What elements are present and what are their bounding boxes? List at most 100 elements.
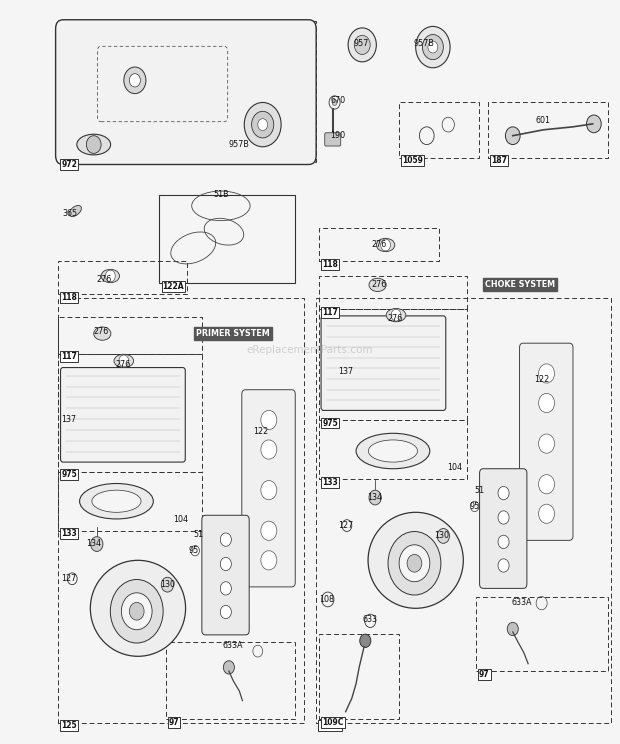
Text: eReplacementParts.com: eReplacementParts.com [247,345,373,355]
Bar [58,317,203,353]
Ellipse shape [114,354,134,368]
Text: 365: 365 [63,209,78,218]
Bar [58,261,187,295]
Text: 130: 130 [160,580,175,589]
Circle shape [539,394,554,413]
Circle shape [124,67,146,94]
Circle shape [505,126,520,144]
Text: 122A: 122A [162,282,184,291]
Text: 130: 130 [435,531,449,540]
Bar [319,310,467,420]
Bar [319,228,439,261]
Text: 276: 276 [94,327,108,336]
Circle shape [122,593,152,629]
Text: 51: 51 [474,486,484,495]
Circle shape [498,487,509,500]
Text: 957: 957 [353,39,369,48]
Text: 187: 187 [491,156,507,165]
FancyBboxPatch shape [61,368,185,462]
Bar [159,195,294,283]
Text: 276: 276 [97,275,112,284]
Text: 125D: 125D [319,721,341,731]
Circle shape [220,582,231,595]
Bar [58,472,203,530]
Text: 117: 117 [322,308,338,317]
Circle shape [587,115,601,132]
Circle shape [161,577,174,592]
Circle shape [91,536,103,551]
Ellipse shape [94,327,111,340]
Circle shape [130,74,140,87]
Text: PRIMER SYSTEM: PRIMER SYSTEM [197,329,270,338]
Circle shape [261,440,277,459]
Circle shape [86,135,101,153]
Text: 134: 134 [367,493,382,502]
Bar [488,103,608,158]
Bar [58,353,203,472]
Ellipse shape [386,309,406,322]
Text: 97: 97 [169,718,179,727]
Ellipse shape [77,134,110,155]
Circle shape [539,364,554,383]
Bar [319,634,399,719]
Text: 276: 276 [115,360,130,369]
Circle shape [332,100,337,106]
Circle shape [498,511,509,524]
Circle shape [437,528,450,543]
Ellipse shape [101,269,120,283]
Ellipse shape [368,440,417,462]
Circle shape [244,103,281,147]
Text: 601: 601 [536,116,551,126]
FancyBboxPatch shape [480,469,527,589]
Circle shape [391,310,401,321]
Ellipse shape [368,513,463,609]
Circle shape [261,521,277,540]
Text: 109C: 109C [322,718,343,727]
Text: CHOKE SYSTEM: CHOKE SYSTEM [485,280,555,289]
Text: 1059: 1059 [402,156,423,165]
Circle shape [261,551,277,570]
Text: 975: 975 [61,470,77,479]
Text: 134: 134 [86,539,101,548]
Bar [319,276,467,310]
Bar [319,420,467,479]
FancyBboxPatch shape [325,132,341,146]
Circle shape [388,531,441,595]
Text: 975: 975 [322,419,338,428]
Text: 127: 127 [338,521,353,530]
Text: 190: 190 [330,131,345,140]
Circle shape [223,661,234,674]
Text: 957B: 957B [414,39,434,48]
Text: 633: 633 [363,615,378,624]
Text: 276: 276 [371,280,386,289]
Circle shape [428,41,438,53]
Text: 972: 972 [61,160,77,169]
FancyBboxPatch shape [202,516,249,635]
Ellipse shape [356,433,430,469]
Text: 108: 108 [319,595,334,604]
FancyBboxPatch shape [242,390,295,587]
Text: 122: 122 [534,375,550,384]
Text: 633A: 633A [223,641,244,650]
Circle shape [354,35,370,54]
Circle shape [498,535,509,548]
Text: 276: 276 [387,314,402,324]
Bar [58,298,304,722]
Circle shape [220,533,231,546]
Ellipse shape [79,484,153,519]
Circle shape [507,622,518,635]
Text: 104: 104 [447,464,462,472]
Text: 51B: 51B [213,190,229,199]
Circle shape [498,559,509,572]
Circle shape [360,634,371,647]
Circle shape [258,119,268,130]
Circle shape [369,490,381,505]
FancyBboxPatch shape [321,316,446,411]
Ellipse shape [69,205,81,217]
Circle shape [261,481,277,500]
Circle shape [130,603,144,620]
Circle shape [119,355,129,367]
Text: 95: 95 [188,546,198,555]
Circle shape [261,411,277,429]
Text: 670: 670 [330,96,345,105]
